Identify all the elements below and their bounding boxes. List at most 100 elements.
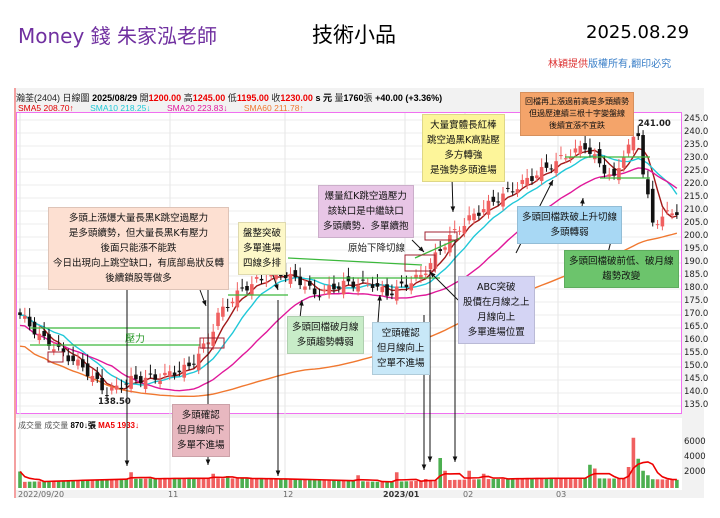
- volume-bar: [631, 437, 636, 488]
- note-long-red: 大量實體長紅棒 跳空過黑K高點壓 多方轉強 是強勢多頭進場: [422, 114, 505, 182]
- volume-bar: [124, 479, 129, 488]
- candle-body: [129, 375, 133, 389]
- volume-bar: [109, 479, 114, 488]
- candle-body: [172, 372, 177, 376]
- volume-bar: [452, 479, 457, 488]
- candle-body: [66, 355, 71, 362]
- note-consolidation: 盤整突破 多單進場 四線多排: [238, 222, 287, 275]
- volume-bar: [375, 481, 380, 488]
- volume-bar: [660, 479, 665, 488]
- date-tick: 02: [463, 490, 474, 499]
- volume-bar: [365, 481, 370, 488]
- date-tick: 2023/01: [383, 490, 420, 499]
- volume-bar: [143, 478, 148, 488]
- volume-bar: [332, 480, 336, 488]
- volume-bar: [535, 478, 539, 488]
- volume-bar: [491, 478, 496, 488]
- candle-body: [196, 353, 201, 371]
- volume-bar: [274, 478, 278, 488]
- volume-bar: [467, 470, 471, 488]
- candle-body: [153, 374, 158, 380]
- volume-label: 量: [334, 93, 344, 103]
- arrow-head-icon: [418, 246, 424, 252]
- price-tick: 235.0: [684, 140, 709, 150]
- candle-body: [95, 372, 100, 379]
- price-tick: 175.0: [684, 296, 709, 306]
- volume-bar: [148, 478, 153, 488]
- candle-body: [201, 343, 206, 349]
- candle-body: [380, 286, 385, 293]
- arrow-head-icon: [450, 206, 456, 212]
- candle-body: [573, 148, 578, 153]
- candle-body: [404, 284, 409, 288]
- arrow-head-icon: [299, 300, 304, 306]
- volume-bar: [525, 478, 529, 488]
- copyright-notice: 版權所有,翻印必究: [588, 59, 672, 70]
- volume-bar: [356, 475, 360, 488]
- chart-type: 日線圖: [62, 93, 90, 103]
- candle-body: [283, 272, 288, 279]
- candle-body: [100, 377, 104, 391]
- volume-tick: 2000: [684, 467, 706, 477]
- arrow-head-icon: [452, 456, 458, 462]
- low-price-label: 138.50: [98, 397, 131, 407]
- date-tick: 11: [168, 490, 179, 499]
- volume-bar: [592, 468, 597, 488]
- candle-body: [602, 164, 607, 174]
- candle-body: [530, 176, 534, 181]
- volume-bar: [66, 480, 71, 488]
- pressure-label: 壓力: [125, 334, 145, 345]
- volume-bar: [250, 478, 254, 488]
- price-tick: 220.0: [684, 179, 709, 189]
- candle-body: [394, 286, 399, 301]
- candle-body: [452, 229, 457, 231]
- volume-bar: [163, 478, 167, 488]
- arrow-head-icon: [205, 459, 211, 465]
- quote-info-bar: 瀚荃(2404) 日線圖 2025/08/29 開1200.00 高1245.0…: [16, 91, 442, 104]
- volume-bar: [506, 478, 510, 488]
- candle-body: [501, 193, 505, 207]
- note-abc: ABC突破 股價在月線之上 月線向上 多單進場位置: [458, 276, 535, 344]
- volume-bar: [90, 479, 95, 488]
- candle-body: [655, 224, 660, 226]
- volume-bar: [621, 478, 626, 488]
- volume-value: 1760: [343, 93, 364, 103]
- candle-body: [419, 274, 423, 280]
- copyright-provider: 林穎提供: [548, 59, 588, 70]
- candle-body: [477, 212, 481, 216]
- volume-bar: [187, 478, 191, 488]
- price-tick: 145.0: [684, 374, 709, 384]
- volume-bar: [380, 481, 385, 488]
- volume-bar: [462, 479, 467, 488]
- arrow-head-icon: [421, 464, 427, 470]
- volume-bar: [607, 478, 612, 488]
- price-tick: 140.0: [684, 387, 709, 397]
- candle-body: [559, 155, 563, 157]
- volume-bar: [351, 480, 356, 488]
- volume-bar: [52, 480, 56, 488]
- arrow: [429, 271, 459, 301]
- volume-bar: [399, 481, 404, 488]
- volume-bar: [433, 480, 438, 488]
- candle-body: [462, 225, 467, 234]
- volume-bar: [230, 478, 235, 488]
- candle-body: [167, 371, 172, 377]
- candle-body: [192, 363, 196, 365]
- volume-bar: [240, 478, 244, 488]
- volume-bar: [254, 478, 259, 488]
- price-tick: 195.0: [684, 244, 709, 254]
- volume-bar: [80, 480, 85, 488]
- volume-bar: [312, 479, 317, 488]
- candle-body: [607, 174, 612, 177]
- volume-current: 870↓張: [70, 421, 96, 430]
- candle-body: [85, 363, 90, 377]
- open-label: 開: [139, 93, 149, 103]
- brand-title: Money 錢 朱家泓老師: [18, 24, 218, 48]
- volume-bar: [56, 480, 61, 488]
- price-tick: 225.0: [684, 166, 709, 176]
- note-top-right: 回檔再上漲過前高是多頭續勢 但過歷連續三根十字變盤線 後續宜漲不宜跌: [520, 92, 634, 136]
- candle-body: [544, 162, 549, 168]
- volume-bar: [61, 480, 66, 488]
- candle-body: [61, 348, 66, 353]
- volume-tick: 6000: [684, 437, 706, 447]
